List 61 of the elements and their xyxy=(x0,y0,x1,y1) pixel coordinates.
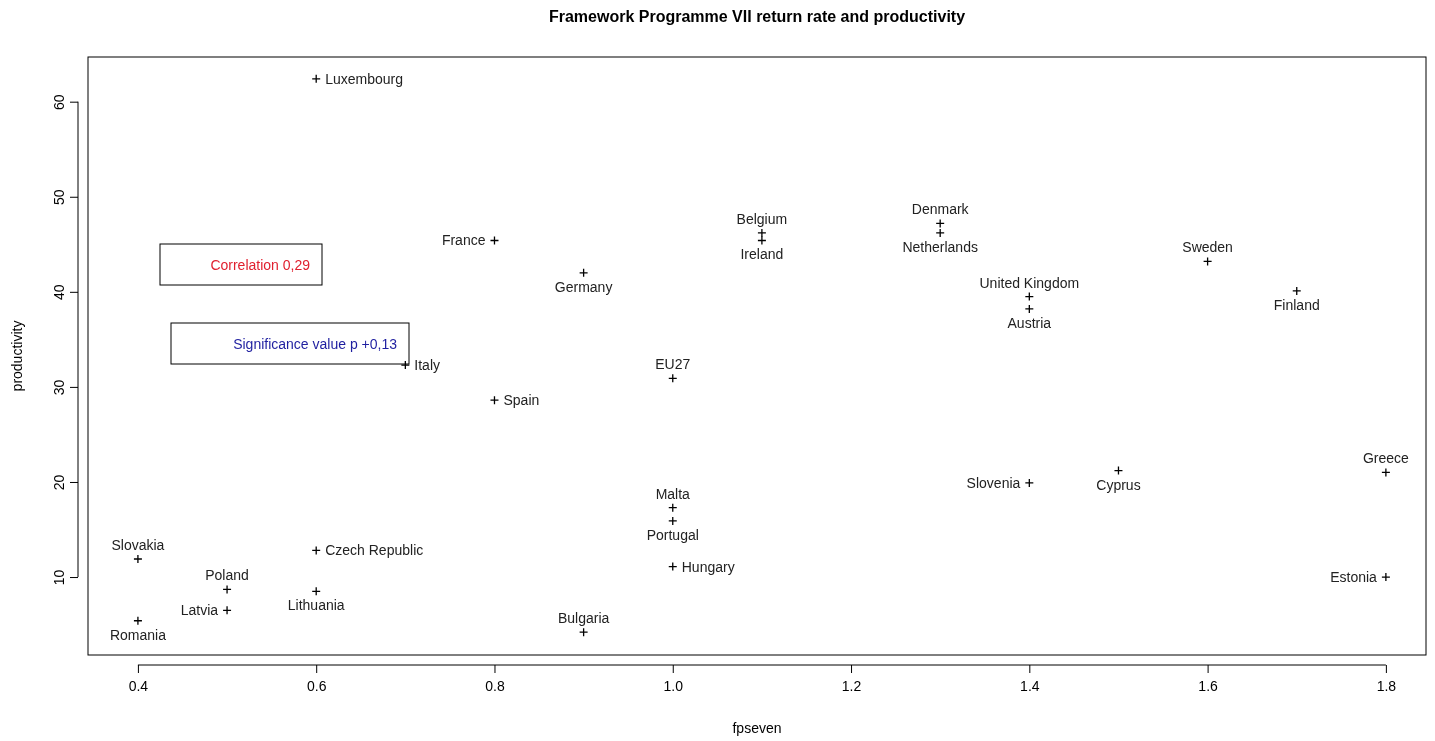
x-tick-label: 1.4 xyxy=(1020,678,1040,695)
point xyxy=(1381,572,1391,582)
annotation: Sweden xyxy=(1182,239,1233,256)
annotation: Slovakia xyxy=(111,536,165,553)
annotation: Cyprus xyxy=(1096,476,1141,493)
point xyxy=(311,74,321,84)
annotation: Czech Republic xyxy=(325,542,424,559)
annotation: Portugal xyxy=(646,526,699,543)
annotation: Hungary xyxy=(681,558,735,575)
y-tick-label: 20 xyxy=(51,474,67,491)
annotation: Ireland xyxy=(740,246,784,263)
point xyxy=(133,616,143,626)
annotation: United Kingdom xyxy=(979,274,1080,291)
point xyxy=(133,554,143,564)
annotation: Austria xyxy=(1007,314,1052,331)
annotation: Estonia xyxy=(1330,569,1378,586)
point xyxy=(1292,286,1302,296)
point xyxy=(757,228,767,238)
point xyxy=(668,516,678,526)
annotation: Malta xyxy=(655,485,691,502)
y-tick-label: 30 xyxy=(51,379,67,396)
y-tick-label: 40 xyxy=(51,284,67,301)
x-tick-label: 1.6 xyxy=(1198,678,1219,695)
annotation: Luxembourg xyxy=(325,70,404,87)
x-tick-label: 1.2 xyxy=(841,678,862,695)
annotation: Netherlands xyxy=(902,238,978,255)
y-tick-label: 60 xyxy=(51,94,67,110)
annotation: EU27 xyxy=(655,356,691,373)
x-tick-label: 0.8 xyxy=(485,678,505,695)
point xyxy=(1381,467,1391,478)
annotation: Slovenia xyxy=(966,474,1021,491)
y-tick-label: 10 xyxy=(51,569,67,586)
annotation: Romania xyxy=(109,626,167,643)
annotation: Lithuania xyxy=(287,597,345,614)
y-axis-title: productivity xyxy=(9,320,25,392)
chart-title: Framework Programme VII return rate and productivity xyxy=(548,8,966,25)
annotation: France xyxy=(441,232,486,249)
annotation: Poland xyxy=(205,567,249,584)
x-tick-label: 0.4 xyxy=(128,678,149,695)
annotation: Belgium xyxy=(736,210,788,227)
x-tick-label: 1.0 xyxy=(663,678,684,695)
annotation: Significance value p +0,13 xyxy=(233,335,398,352)
annotation: Spain xyxy=(503,392,540,409)
point xyxy=(1024,304,1034,314)
point xyxy=(222,584,232,595)
annotation: Greece xyxy=(1362,450,1410,467)
annotation: Latvia xyxy=(180,602,219,619)
annotation: Denmark xyxy=(911,201,970,218)
point xyxy=(222,605,232,615)
point xyxy=(1024,478,1034,488)
annotation: Bulgaria xyxy=(557,610,610,627)
point xyxy=(757,235,767,246)
annotation: Germany xyxy=(554,278,613,295)
annotation: Correlation 0,29 xyxy=(210,256,311,273)
annotation: Italy xyxy=(414,357,441,374)
point xyxy=(935,228,945,238)
annotation: Finland xyxy=(1273,296,1320,313)
y-tick-label: 50 xyxy=(51,189,67,206)
x-tick-label: 1.8 xyxy=(1376,678,1397,695)
x-tick-label: 0.6 xyxy=(306,678,327,695)
x-axis-title: fpseven xyxy=(732,720,782,736)
